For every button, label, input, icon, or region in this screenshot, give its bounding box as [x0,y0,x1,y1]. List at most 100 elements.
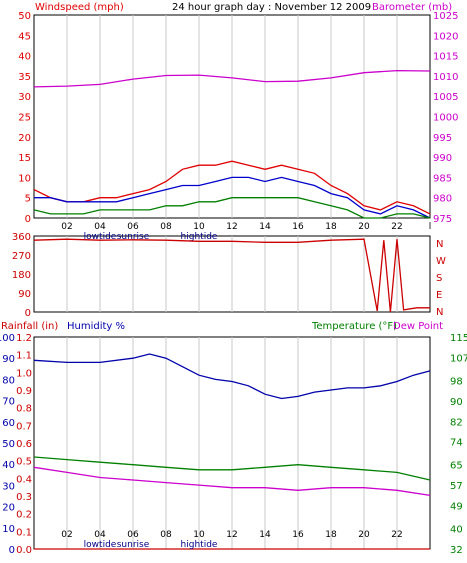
baro-tick-label: 1000 [433,113,458,124]
humidity-tick-label: 50 [2,439,15,450]
bottom-x-tick-label: 04 [94,530,106,540]
top-x-tick-label: l [429,222,432,232]
bottom-x-tick-label: 08 [160,530,172,540]
humidity-tick-label: 20 [2,503,15,514]
temp-tick-label: 107 [450,353,467,364]
rain-tick-label: 0.7 [16,421,32,432]
rain-tick-label: 0.2 [16,510,32,521]
top-tide-label: lowtide [84,232,117,242]
bottom-x-tick-label: l [429,530,432,540]
top-x-tick-label: 10 [193,222,205,232]
baro-tick-label: 1010 [433,72,458,83]
humidity-tick-label: 30 [2,481,15,492]
rain-tick-label: 0.3 [16,492,32,503]
top-x-tick-label: 20 [358,222,370,232]
top-x-tick-label: 08 [160,222,172,232]
top-x-tick-label: 12 [226,222,237,232]
top-x-tick-label: 18 [325,222,337,232]
bottom-x-tick-label: 22 [391,530,402,540]
direction-letter-label: E [436,290,442,301]
direction-tick-label: 360 [12,232,31,243]
humidity-tick-label: 60 [2,418,15,429]
wind-tick-label: 35 [18,72,31,83]
bottom-x-tick-label: 10 [193,530,205,540]
bottom-x-tick-label: 02 [61,530,72,540]
barometer-line [33,69,431,88]
bottom-tide-label: lowtide [84,540,117,550]
wind-tick-label: 10 [18,173,31,184]
bottom-x-tick-label: 20 [358,530,370,540]
humidity-tick-label: 40 [2,460,15,471]
bottom-x-tick-label: 14 [259,530,271,540]
top-x-tick-label: 06 [127,222,139,232]
wind-tick-label: 5 [25,194,31,205]
wind-direction-line [33,238,430,313]
direction-tick-label: 90 [18,289,31,300]
wind-tick-label: 20 [18,133,31,144]
temp-tick-label: 74 [450,438,463,449]
baro-tick-label: 985 [433,173,452,184]
windspeed-line [33,160,431,215]
minimum-wind-line [33,197,431,219]
direction-letter-label: W [436,256,446,267]
bottom-x-tick-label: 06 [127,530,139,540]
temp-tick-label: 90 [450,397,463,408]
top-x-tick-label: 14 [259,222,271,232]
top-x-tick-label: 02 [61,222,72,232]
wind-tick-label: 0 [25,214,31,225]
direction-letter-label: N [436,239,443,250]
temperature-line [33,456,431,481]
baro-tick-label: 1005 [433,92,458,103]
direction-letter-label: N [436,307,443,318]
humidity-tick-label: 70 [2,397,15,408]
temp-tick-label: 57 [450,481,463,492]
wind-tick-label: 45 [18,31,31,42]
temp-tick-label: 98 [450,376,463,387]
top-tide-label: hightide [181,232,218,242]
baro-tick-label: 1020 [433,31,458,42]
bottom-x-tick-label: 16 [292,530,304,540]
rain-tick-label: 0.1 [16,527,32,538]
baro-tick-label: 980 [433,194,452,205]
wind-tick-label: 30 [18,92,31,103]
top-tide-label: sunrise [117,232,150,242]
temp-tick-label: 32 [450,545,463,556]
humidity-tick-label: 0 [9,545,15,556]
top-x-tick-label: 22 [391,222,402,232]
baro-tick-label: 975 [433,214,452,225]
average-wind-line [34,176,431,219]
barometer-title: Barometer (mb) [372,2,452,13]
windspeed-title: Windspeed (mph) [35,2,124,13]
bottom-x-tick-label: 18 [325,530,337,540]
rain-tick-label: 0.0 [16,545,32,556]
direction-tick-label: 180 [12,270,31,281]
direction-tick-label: 270 [12,251,31,262]
wind-tick-label: 40 [18,52,31,63]
rain-tick-label: 1.2 [16,333,32,344]
baro-tick-label: 1015 [433,52,458,63]
baro-tick-label: 990 [433,153,452,164]
temp-tick-label: 65 [450,461,463,472]
rain-tick-label: 0.9 [16,386,32,397]
direction-letter-label: S [436,273,442,284]
wind-tick-label: 50 [18,11,31,22]
baro-tick-label: 1025 [433,11,458,22]
temperature-title: Temperature (°F) [311,321,397,332]
top-x-tick-label: 04 [94,222,106,232]
temp-tick-label: 82 [450,417,463,428]
rain-tick-label: 1.1 [16,351,32,362]
baro-tick-label: 995 [433,133,452,144]
rain-tick-label: 0.5 [16,457,32,468]
top-x-tick-label: 16 [292,222,304,232]
wind-tick-label: 25 [18,113,31,124]
rainfall-title: Rainfall (in) [1,321,58,332]
dewpoint-line [33,466,431,497]
direction-tick-label: 0 [25,308,31,319]
humidity-tick-label: 100 [0,333,15,344]
temp-tick-label: 40 [450,525,463,536]
rain-tick-label: 0.6 [16,439,32,450]
bottom-x-tick-label: 12 [226,530,237,540]
dewpoint-title: Dew Point [393,321,443,332]
